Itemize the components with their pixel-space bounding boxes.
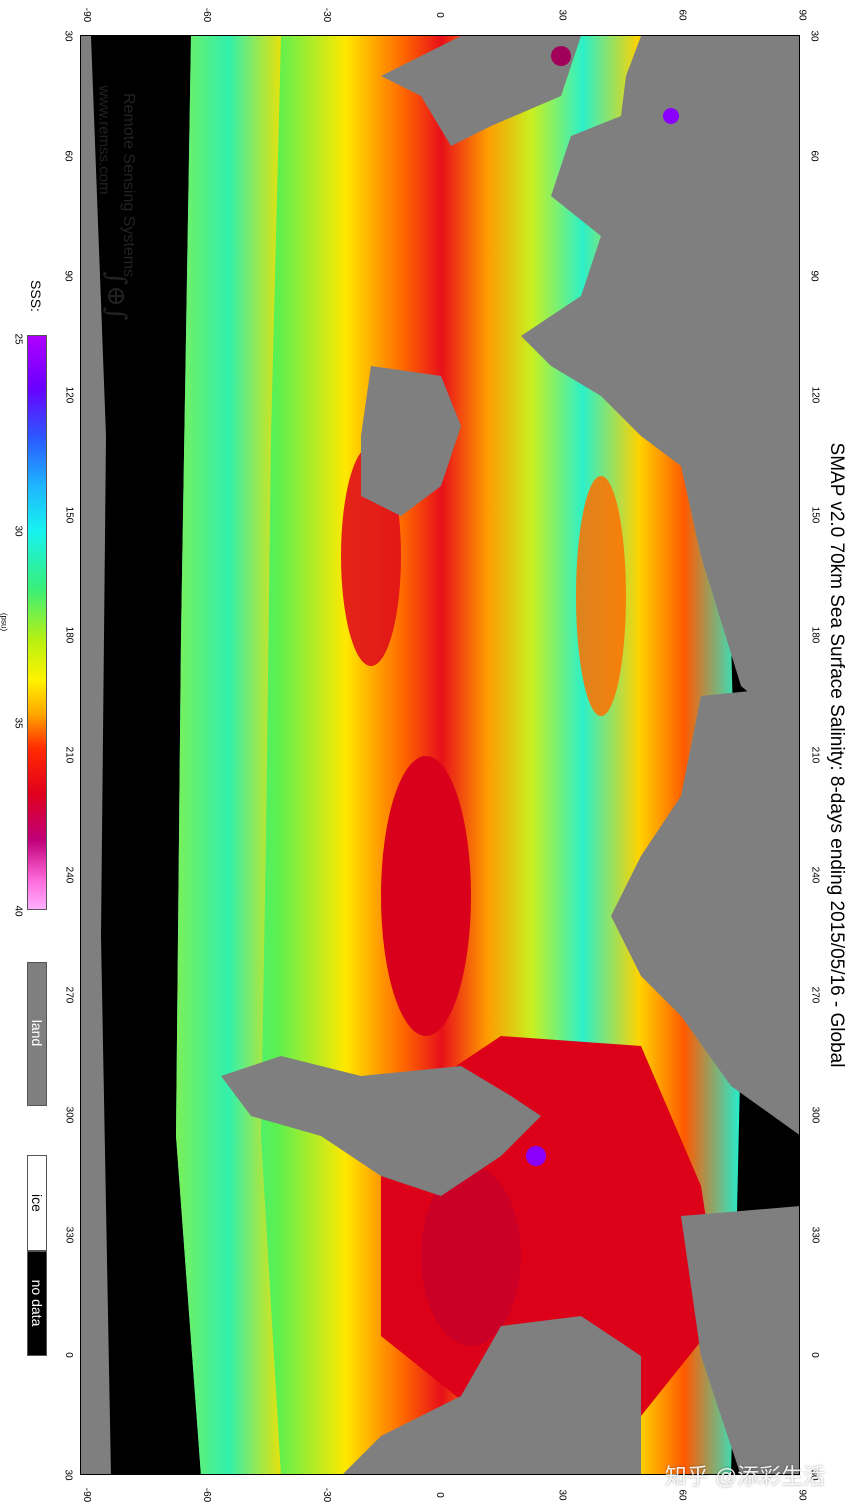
right-lon-tick-6: 180	[809, 626, 821, 644]
left-lon-tick-10: 300	[63, 1106, 75, 1124]
bottom-lat-tick-1: -90	[81, 1487, 93, 1503]
right-lon-tick-10: 300	[809, 1106, 821, 1124]
bottom-lat-tick-6: 60	[676, 1489, 688, 1501]
top-lat-tick-5: 30	[556, 9, 568, 21]
amazon-plume	[526, 1146, 546, 1166]
southern-ocean	[176, 36, 281, 1474]
bay-of-bengal	[663, 108, 679, 124]
credit-org: Remote Sensing Systems	[120, 92, 137, 278]
no-data-swatch	[27, 1251, 47, 1356]
right-lon-tick-9: 270	[809, 986, 821, 1004]
bottom-lat-tick-5: 30	[556, 1489, 568, 1501]
right-lon-tick-4: 120	[809, 386, 821, 404]
atlantic-core	[421, 1166, 521, 1346]
land-masses	[81, 36, 799, 1474]
credit-url: www.remss.com	[95, 85, 113, 195]
legend-tick-40: 40	[12, 905, 24, 917]
map-title: SMAP v2.0 70km Sea Surface Salinity: 8-d…	[826, 442, 847, 1068]
south-pacific-high	[381, 756, 471, 1036]
ice-swatch	[27, 1155, 47, 1251]
right-lon-tick-11: 330	[809, 1226, 821, 1244]
arctic-low	[551, 46, 571, 66]
right-lon-tick-2: 60	[808, 150, 820, 162]
right-lon-tick-1: 30	[808, 30, 820, 42]
right-lon-tick-7: 210	[809, 746, 821, 764]
right-lon-tick-8: 240	[809, 866, 821, 884]
legend-tick-30: 30	[12, 525, 24, 537]
legend-tick-25: 25	[12, 333, 24, 345]
top-lat-tick-4: 0	[433, 12, 445, 18]
salinity-map	[80, 35, 800, 1475]
legend-colorbar	[27, 335, 47, 910]
top-lat-tick-1: -90	[81, 7, 93, 23]
left-lon-tick-12: 0	[62, 1352, 74, 1358]
top-lat-tick-7: 90	[796, 9, 808, 21]
watermark: 知乎 @添彩生活	[664, 1464, 826, 1489]
right-lon-tick-3: 90	[808, 270, 820, 282]
rss-logo-icon: ∫⊕∫	[101, 271, 131, 321]
left-lon-tick-4: 120	[63, 386, 75, 404]
no-data-label: no data	[29, 1279, 45, 1327]
legend-unit: (psu)	[0, 612, 9, 632]
left-lon-tick-9: 270	[63, 986, 75, 1004]
top-lat-tick-2: -60	[201, 7, 213, 23]
bottom-lat-tick-4: 0	[433, 1492, 445, 1498]
bottom-lat-tick-2: -60	[201, 1487, 213, 1503]
right-lon-tick-5: 150	[809, 506, 821, 524]
left-lon-tick-2: 60	[62, 150, 74, 162]
left-lon-tick-13: 30	[62, 1469, 74, 1481]
land-label: land	[29, 1019, 45, 1047]
left-lon-tick-6: 180	[63, 626, 75, 644]
legend-label: SSS:	[28, 280, 44, 312]
right-lon-tick-12: 0	[808, 1352, 820, 1358]
map-canvas	[81, 36, 799, 1474]
land-swatch	[27, 962, 47, 1106]
legend-tick-35: 35	[12, 717, 24, 729]
left-lon-tick-7: 210	[63, 746, 75, 764]
left-lon-tick-3: 90	[62, 270, 74, 282]
bottom-lat-tick-3: -30	[321, 1487, 333, 1503]
bottom-lat-tick-7: 90	[796, 1489, 808, 1501]
top-lat-tick-3: -30	[321, 7, 333, 23]
left-lon-tick-5: 150	[63, 506, 75, 524]
left-lon-tick-11: 330	[63, 1226, 75, 1244]
north-pacific-high	[576, 476, 626, 716]
top-lat-tick-6: 60	[676, 9, 688, 21]
ice-label: ice	[29, 1194, 45, 1212]
left-lon-tick-8: 240	[63, 866, 75, 884]
left-lon-tick-1: 30	[62, 30, 74, 42]
